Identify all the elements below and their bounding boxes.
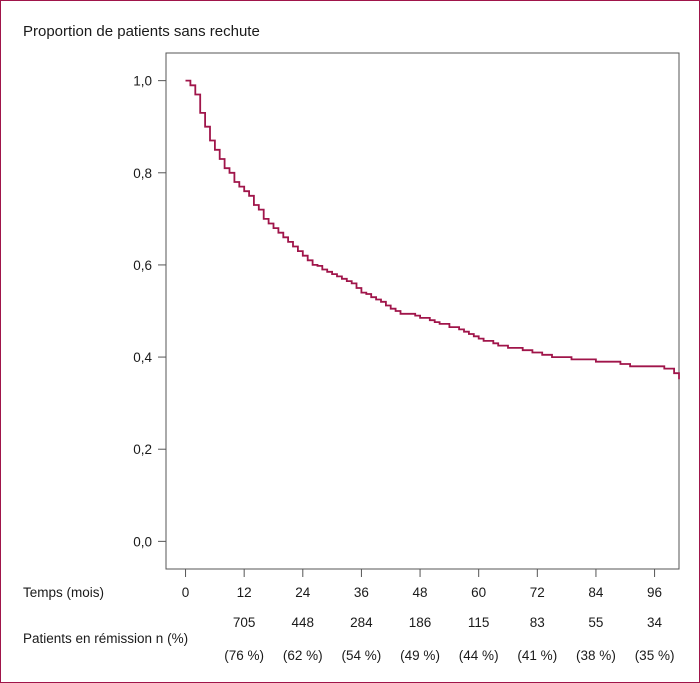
x-tick-label: 96 [647, 585, 662, 600]
risk-percent: (41 %) [517, 648, 557, 663]
risk-count: 55 [588, 615, 603, 630]
chart-title: Proportion de patients sans rechute [23, 23, 260, 40]
y-tick-label: 0,8 [133, 166, 152, 181]
risk-percent: (44 %) [459, 648, 499, 663]
y-tick-label: 0,2 [133, 442, 152, 457]
x-tick-label: 36 [354, 585, 369, 600]
y-tick-label: 0,0 [133, 534, 152, 549]
x-tick-label: 84 [588, 585, 604, 600]
x-tick-label: 24 [295, 585, 311, 600]
risk-percent: (49 %) [400, 648, 440, 663]
risk-percent: (62 %) [283, 648, 323, 663]
risk-count: 83 [530, 615, 545, 630]
risk-count: 115 [468, 615, 490, 630]
risk-percent: (54 %) [342, 648, 382, 663]
x-tick-label: 60 [471, 585, 486, 600]
plot-frame [165, 52, 680, 570]
risk-count: 448 [292, 615, 315, 630]
risk-table-percents: (76 %) (62 %) (54 %) (49 %) (44 %) (41 %) (38 … [224, 648, 674, 663]
x-axis-label: Temps (mois) [23, 585, 104, 600]
risk-count: 284 [350, 615, 373, 630]
risk-count: 34 [647, 615, 663, 630]
x-axis: 0 12 24 36 48 60 72 84 96 [182, 569, 662, 600]
risk-percent: (38 %) [576, 648, 616, 663]
x-tick-label: 72 [530, 585, 545, 600]
risk-percent: (76 %) [224, 648, 264, 663]
survival-curve [185, 79, 680, 380]
risk-count: 186 [409, 615, 432, 630]
series-layer [185, 79, 680, 380]
y-tick-label: 1,0 [133, 74, 152, 89]
risk-table-counts: 705 448 284 186 115 83 55 34 [233, 615, 663, 630]
risk-table-label: Patients en rémission n (%) [23, 631, 188, 646]
x-tick-label: 48 [413, 585, 428, 600]
x-tick-label: 0 [182, 585, 190, 600]
y-tick-label: 0,4 [133, 350, 152, 365]
x-tick-label: 12 [237, 585, 252, 600]
y-axis: 0,0 0,2 0,4 0,6 0,8 1,0 [133, 74, 166, 549]
risk-percent: (35 %) [635, 648, 675, 663]
risk-count: 705 [233, 615, 256, 630]
y-tick-label: 0,6 [133, 258, 152, 273]
